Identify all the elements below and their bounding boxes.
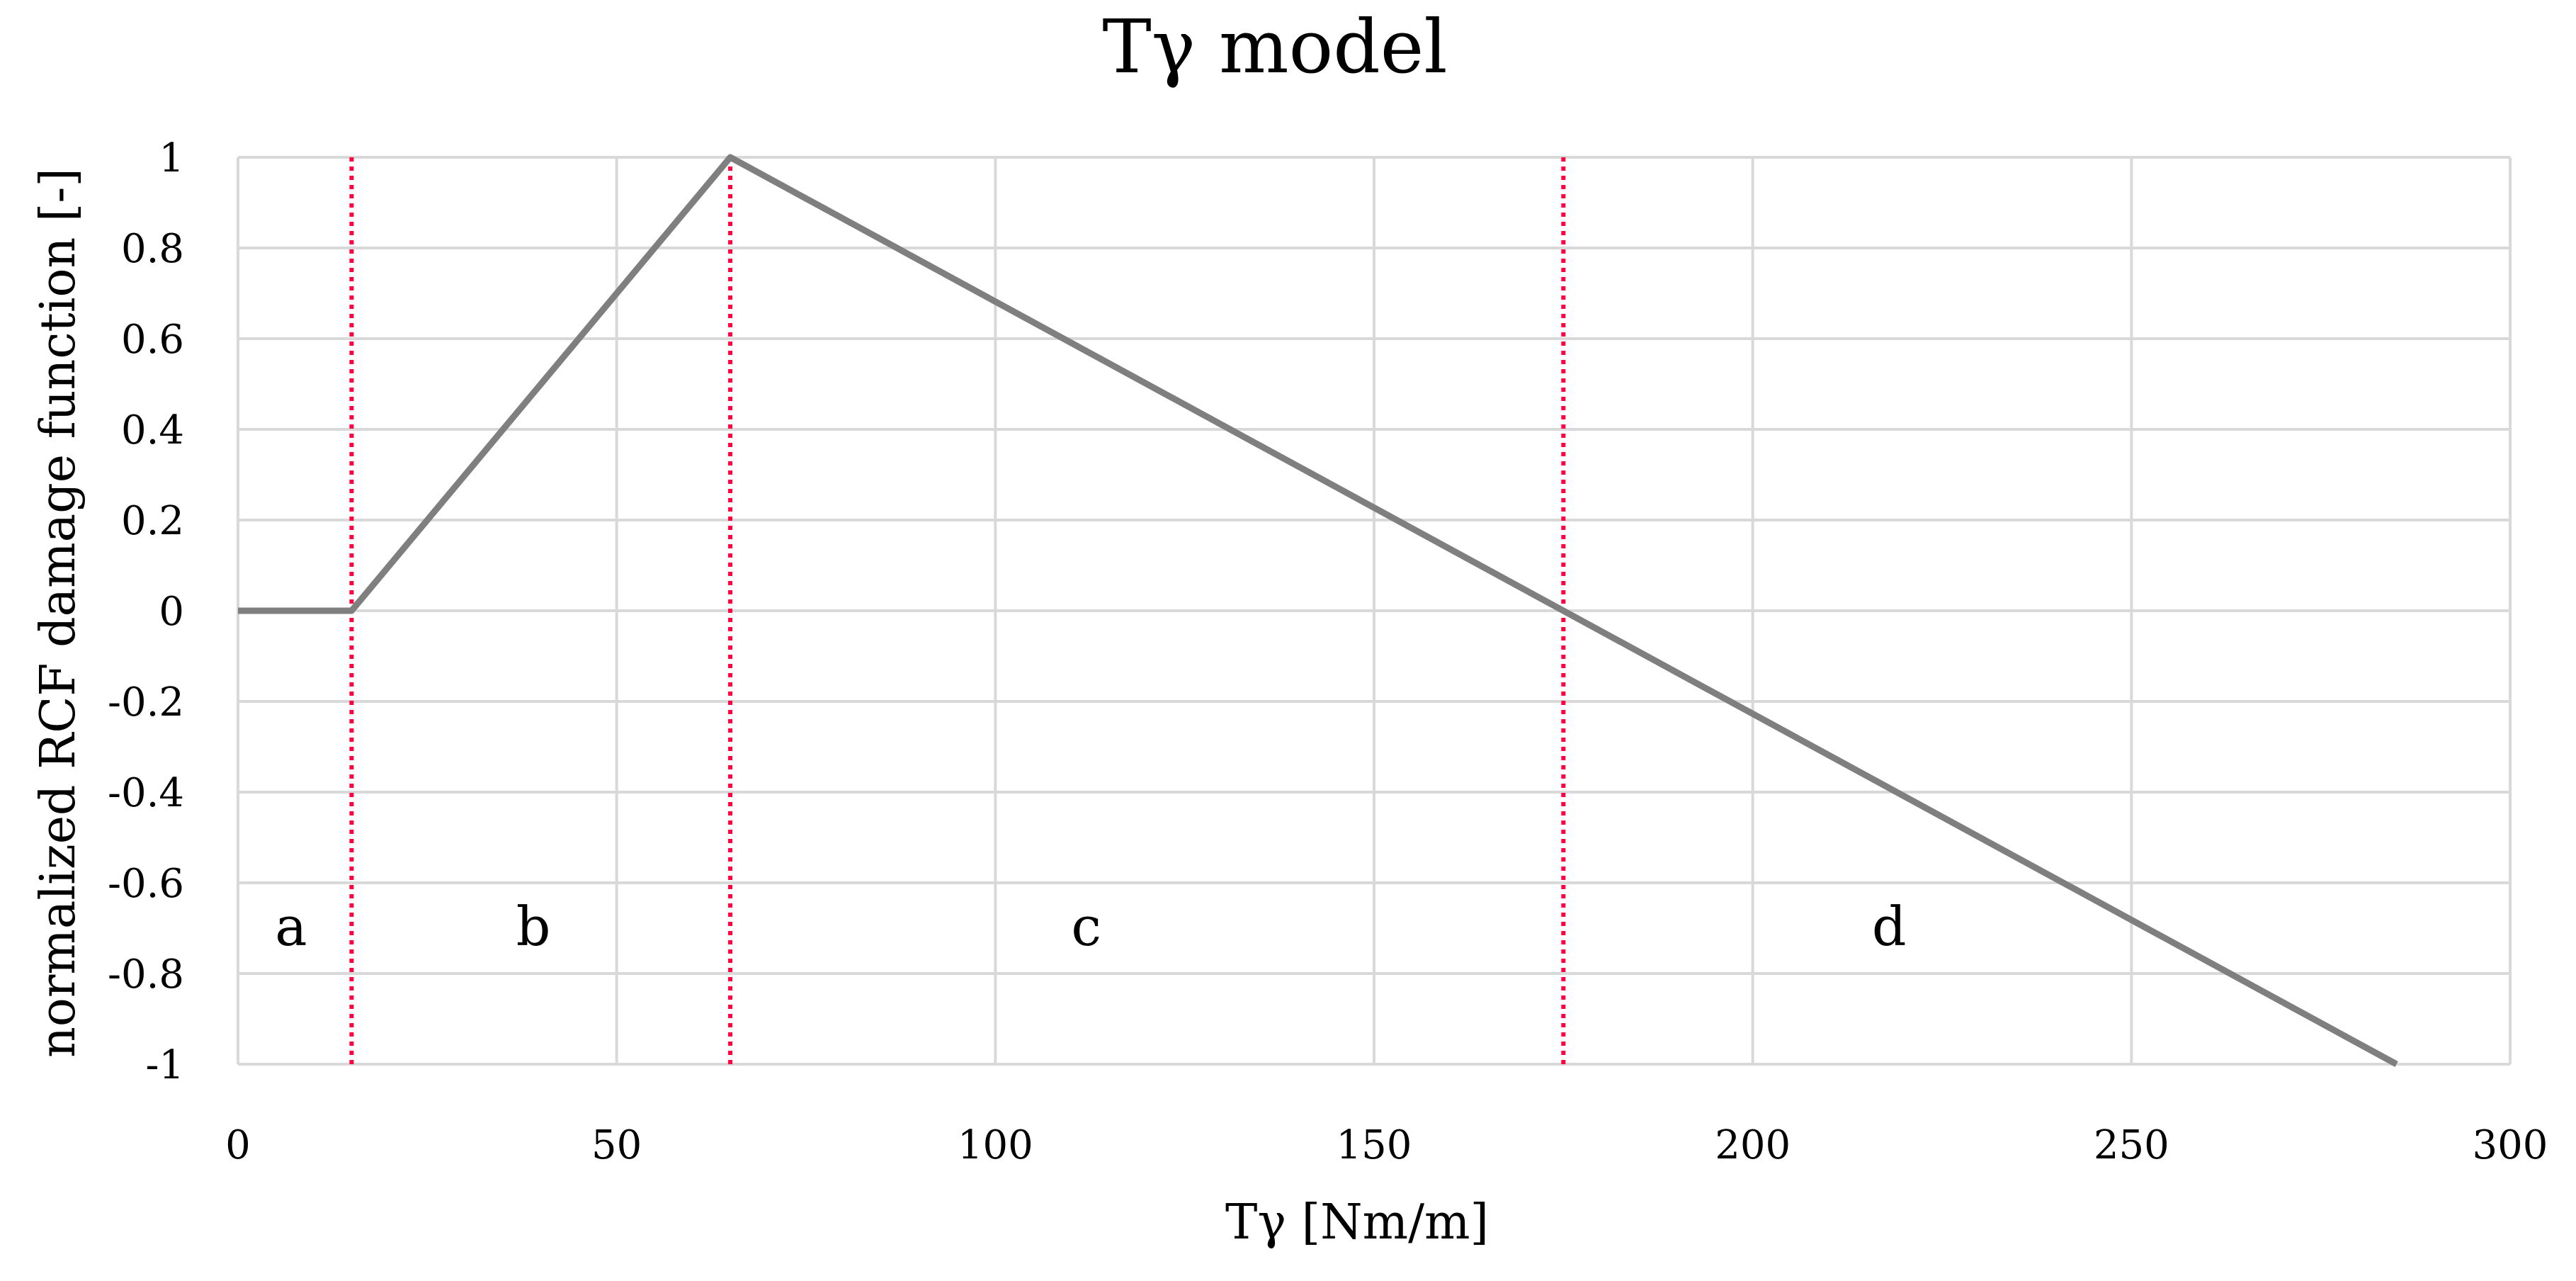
- y-tick-label: -0.8: [108, 952, 184, 998]
- chart-title: Tγ model: [1102, 4, 1447, 90]
- y-axis-label: normalized RCF damage function [-]: [30, 168, 86, 1058]
- y-tick-label: 0.8: [121, 226, 184, 272]
- region-label: c: [1071, 895, 1101, 958]
- region-label: b: [516, 895, 551, 958]
- x-tick-label: 100: [958, 1122, 1033, 1168]
- y-tick-label: -1: [145, 1042, 184, 1088]
- region-label: a: [275, 895, 307, 958]
- y-tick-label: -0.2: [108, 679, 184, 726]
- grid: [237, 156, 2512, 1066]
- series-layer: [238, 154, 2398, 1067]
- x-axis-ticks: 0 50 100 150 200 250 300: [225, 1122, 2548, 1168]
- y-tick-label: 1: [159, 135, 184, 181]
- x-tick-label: 150: [1337, 1122, 1412, 1168]
- y-tick-label: 0.6: [121, 317, 184, 363]
- x-tick-label: 50: [591, 1122, 642, 1168]
- y-tick-label: -0.6: [108, 861, 184, 907]
- x-tick-label: 250: [2094, 1122, 2169, 1168]
- y-tick-label: 0.2: [121, 498, 184, 544]
- y-axis-ticks: 1 0.8 0.6 0.4 0.2 0 -0.2 -0.4 -0.6 -0.8 -1: [108, 135, 184, 1088]
- y-tick-label: 0.4: [121, 407, 184, 453]
- x-tick-label: 200: [1715, 1122, 1791, 1168]
- x-axis-label: Tγ [Nm/m]: [1225, 1195, 1489, 1251]
- y-tick-label: 0: [159, 589, 184, 635]
- x-tick-label: 300: [2473, 1122, 2548, 1168]
- region-labels: a b c d: [275, 895, 1906, 958]
- x-tick-label: 0: [225, 1122, 251, 1168]
- y-tick-label: -0.4: [108, 770, 184, 816]
- region-label: d: [1872, 895, 1907, 958]
- series-line: [238, 154, 2398, 1067]
